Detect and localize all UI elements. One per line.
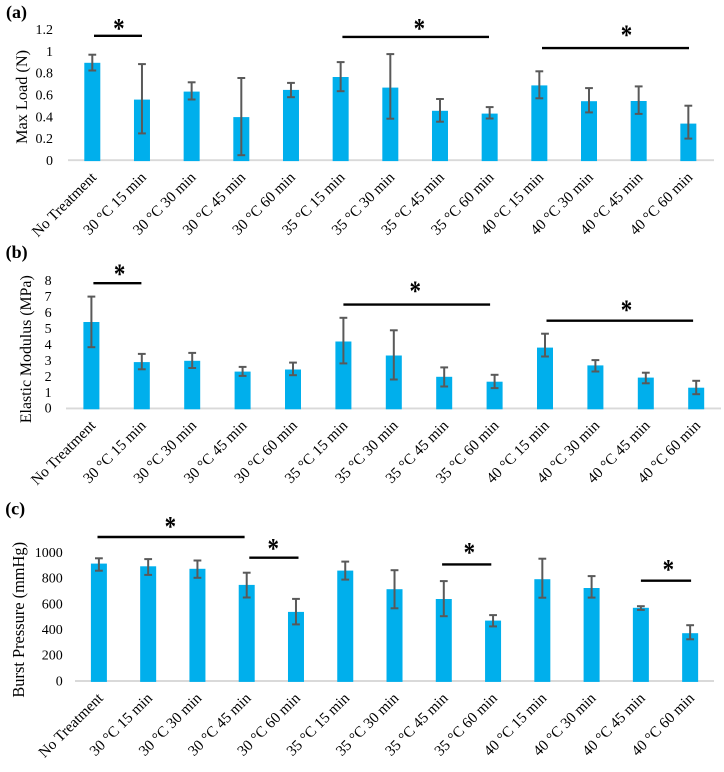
svg-text:5: 5	[45, 322, 52, 337]
svg-text:6: 6	[45, 306, 52, 321]
svg-text:3: 3	[45, 354, 52, 369]
svg-text:0: 0	[45, 402, 52, 417]
svg-text:0.8: 0.8	[36, 67, 54, 82]
svg-text:1000: 1000	[35, 546, 63, 561]
svg-text:*: *	[409, 276, 420, 308]
svg-text:8: 8	[45, 274, 52, 289]
svg-text:*: *	[414, 13, 425, 45]
svg-text:(b): (b)	[6, 242, 28, 263]
svg-text:600: 600	[42, 597, 63, 612]
svg-text:Elastic Modulus (MPa): Elastic Modulus (MPa)	[18, 275, 35, 423]
svg-text:2: 2	[45, 370, 52, 385]
svg-text:800: 800	[42, 572, 63, 587]
svg-text:*: *	[165, 511, 176, 543]
svg-text:400: 400	[42, 623, 63, 638]
svg-text:(c): (c)	[5, 499, 25, 520]
svg-text:*: *	[464, 537, 475, 569]
svg-text:1: 1	[45, 386, 52, 401]
svg-text:0: 0	[46, 154, 53, 169]
svg-text:7: 7	[45, 290, 52, 305]
svg-text:Max Load (N): Max Load (N)	[12, 50, 31, 144]
svg-text:0.4: 0.4	[36, 110, 54, 125]
svg-text:1: 1	[46, 45, 53, 60]
svg-text:*: *	[621, 294, 632, 326]
svg-text:0.2: 0.2	[36, 132, 54, 147]
svg-text:1.2: 1.2	[36, 23, 54, 38]
svg-text:(a): (a)	[6, 2, 27, 23]
svg-text:0: 0	[56, 674, 63, 689]
svg-text:4: 4	[45, 338, 52, 353]
svg-text:*: *	[621, 19, 632, 51]
svg-text:*: *	[114, 259, 125, 291]
svg-text:Burst Pressure (mmHg): Burst Pressure (mmHg)	[9, 542, 28, 698]
svg-text:0.6: 0.6	[36, 88, 54, 103]
svg-text:*: *	[113, 13, 124, 45]
svg-text:*: *	[663, 554, 674, 586]
svg-text:*: *	[267, 533, 278, 565]
svg-text:200: 200	[42, 649, 63, 664]
